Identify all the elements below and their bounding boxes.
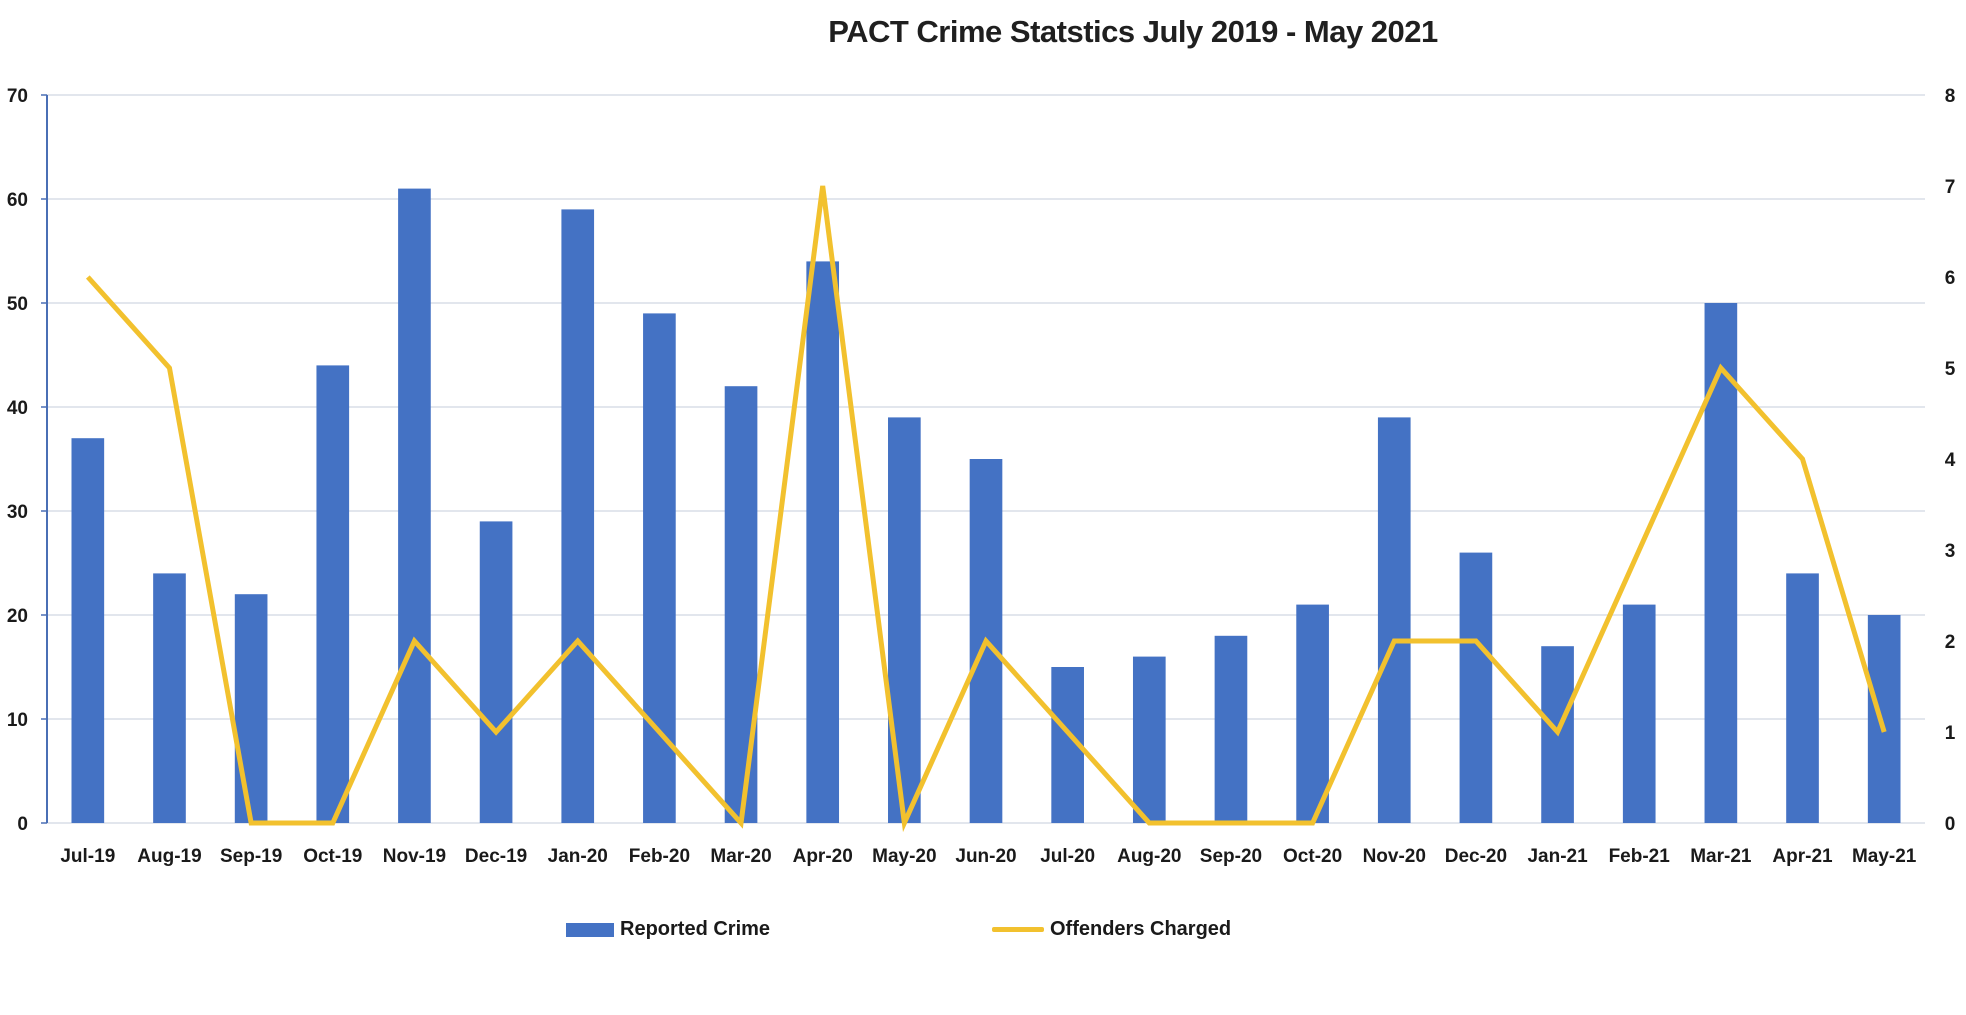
bar-reported-crime: [1377, 417, 1411, 823]
bar-reported-crime: [888, 417, 921, 823]
y-left-tick-label: 70: [7, 86, 28, 107]
y-right-tick-label: 8: [1945, 86, 1956, 107]
y-right-tick-label: 3: [1945, 541, 1956, 562]
bar-reported-crime: [643, 313, 676, 823]
y-right-tick-label: 1: [1945, 723, 1956, 744]
bar-reported-crime: [1867, 615, 1901, 823]
bar-reported-crime: [1214, 635, 1248, 823]
bar-reported-crime: [479, 521, 513, 823]
x-tick-label: Mar-21: [1690, 846, 1752, 867]
bar-reported-crime: [71, 438, 105, 823]
x-tick-label: Mar-20: [710, 846, 771, 867]
y-right-tick-label: 2: [1945, 632, 1956, 653]
line-offenders-charged: [85, 185, 1887, 833]
bar-reported-crime: [398, 188, 431, 824]
bar-swatch-icon: [566, 922, 614, 937]
x-tick-label: Jul-20: [1040, 846, 1095, 867]
legend-label: Reported Crime: [620, 918, 771, 940]
y-left-tick-label: 60: [7, 190, 28, 211]
y-left-tick-label: 30: [7, 502, 28, 523]
y-right-tick-label: 4: [1945, 450, 1956, 471]
x-tick-label: Aug-20: [1117, 846, 1181, 867]
x-tick-label: Jun-20: [955, 846, 1016, 867]
legend-label: Offenders Charged: [1050, 918, 1232, 940]
bar-reported-crime: [561, 209, 595, 823]
x-tick-label: Feb-20: [629, 846, 690, 867]
bar-reported-crime: [1622, 604, 1656, 823]
x-tick-label: Jan-20: [548, 846, 608, 867]
chart-title: PACT Crime Statstics July 2019 - May 202…: [828, 14, 1438, 49]
x-tick-label: May-21: [1852, 846, 1917, 867]
y-right-tick-label: 0: [1945, 814, 1956, 835]
legend-item-offenders-charged: Offenders Charged: [992, 918, 1231, 941]
x-tick-label: Dec-20: [1445, 846, 1507, 867]
bar-reported-crime: [724, 386, 758, 823]
y-right-tick-label: 5: [1945, 359, 1956, 380]
y-left-tick-label: 0: [17, 814, 28, 835]
y-right-tick-label: 7: [1945, 177, 1956, 198]
x-tick-label: Oct-19: [303, 846, 362, 867]
bar-reported-crime: [1786, 573, 1819, 823]
line-swatch-icon: [992, 927, 1044, 932]
bar-reported-crime: [1296, 604, 1329, 823]
x-tick-label: Nov-20: [1363, 846, 1426, 867]
bar-reported-crime: [1132, 656, 1166, 823]
bar-reported-crime: [153, 573, 186, 823]
y-left-tick-label: 10: [7, 710, 28, 731]
x-tick-label: Dec-19: [465, 846, 527, 867]
x-tick-label: Jul-19: [60, 846, 115, 867]
y-left-tick-label: 20: [7, 606, 28, 627]
x-tick-label: Apr-20: [793, 846, 853, 867]
x-tick-label: Feb-21: [1609, 846, 1671, 867]
x-tick-label: Sep-20: [1200, 846, 1262, 867]
x-tick-label: Jan-21: [1527, 846, 1588, 867]
bar-reported-crime: [316, 365, 350, 823]
x-tick-label: Oct-20: [1283, 846, 1342, 867]
y-right-tick-label: 6: [1945, 268, 1956, 289]
x-tick-label: Sep-19: [220, 846, 282, 867]
legend-item-reported-crime: Reported Crime: [566, 918, 770, 941]
y-left-tick-label: 50: [7, 294, 28, 315]
x-tick-label: Aug-19: [137, 846, 201, 867]
x-tick-label: May-20: [872, 846, 936, 867]
bar-reported-crime: [234, 594, 268, 823]
y-left-tick-label: 40: [7, 398, 28, 419]
x-tick-label: Nov-19: [383, 846, 446, 867]
bar-reported-crime: [806, 261, 840, 823]
x-tick-label: Apr-21: [1772, 846, 1833, 867]
bar-reported-crime: [1459, 552, 1493, 823]
